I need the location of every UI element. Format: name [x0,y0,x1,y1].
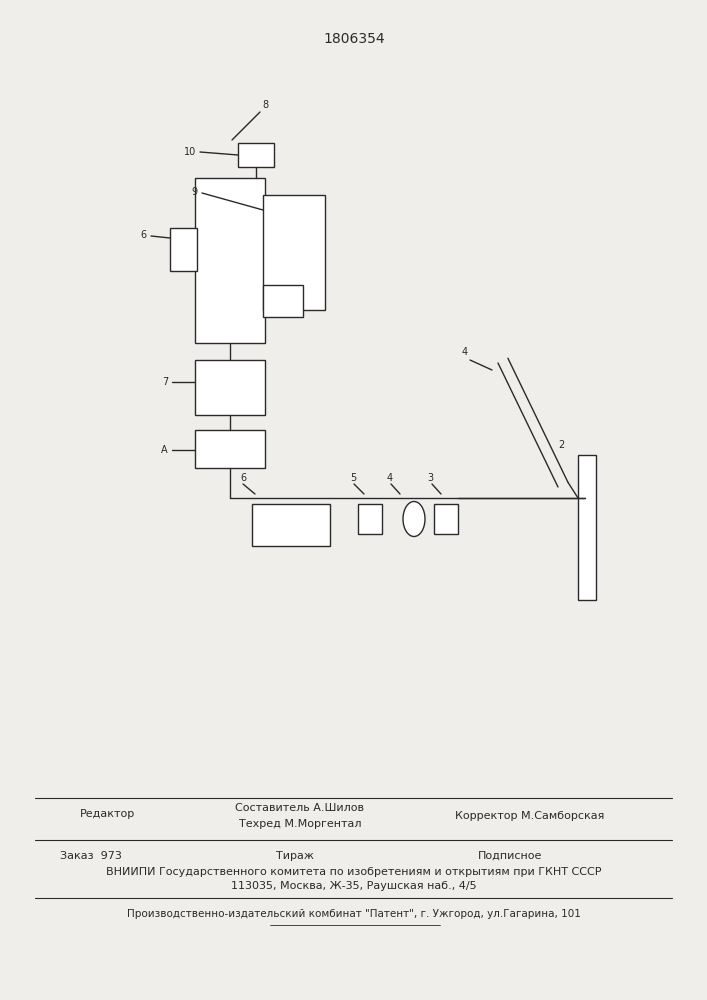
Text: 2: 2 [559,440,565,450]
Bar [578,455,596,600]
Bar [195,430,265,468]
Text: 4: 4 [462,347,468,357]
Text: 9: 9 [192,187,198,197]
Text: 10: 10 [184,147,196,157]
Ellipse shape [403,502,425,536]
Bar [170,228,197,271]
Text: 4: 4 [387,473,393,483]
Text: 7: 7 [162,377,168,387]
Bar [358,504,382,534]
Text: Заказ  973: Заказ 973 [60,851,122,861]
Text: Тираж: Тираж [276,851,314,861]
Text: 5: 5 [350,473,356,483]
Bar [238,143,274,167]
Text: Составитель А.Шилов: Составитель А.Шилов [235,803,365,813]
Text: 6: 6 [141,230,147,240]
Text: 113035, Москва, Ж-35, Раушская наб., 4/5: 113035, Москва, Ж-35, Раушская наб., 4/5 [231,881,477,891]
Bar [263,195,325,310]
Bar [195,178,265,343]
Text: 1806354: 1806354 [323,32,385,46]
Text: 3: 3 [427,473,433,483]
Text: 6: 6 [240,473,246,483]
Text: Корректор М.Самборская: Корректор М.Самборская [455,811,604,821]
Text: 8: 8 [262,100,268,110]
Text: Техред М.Моргентал: Техред М.Моргентал [239,819,361,829]
Bar [434,504,458,534]
Text: ВНИИПИ Государственного комитета по изобретениям и открытиям при ГКНТ СССР: ВНИИПИ Государственного комитета по изоб… [106,867,602,877]
Bar [252,504,330,546]
Bar [195,360,265,415]
Bar [263,285,303,317]
Text: Подписное: Подписное [478,851,542,861]
Text: Редактор: Редактор [80,809,135,819]
Text: A: A [161,445,168,455]
Text: Производственно-издательский комбинат "Патент", г. Ужгород, ул.Гагарина, 101: Производственно-издательский комбинат "П… [127,909,581,919]
